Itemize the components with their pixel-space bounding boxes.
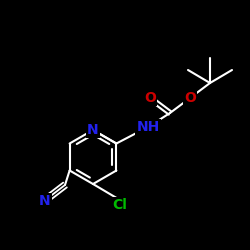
Text: N: N [39, 194, 51, 208]
Text: O: O [144, 91, 156, 105]
Text: N: N [87, 123, 99, 137]
Text: O: O [184, 91, 196, 105]
Text: NH: NH [136, 120, 160, 134]
Text: Cl: Cl [112, 198, 128, 212]
